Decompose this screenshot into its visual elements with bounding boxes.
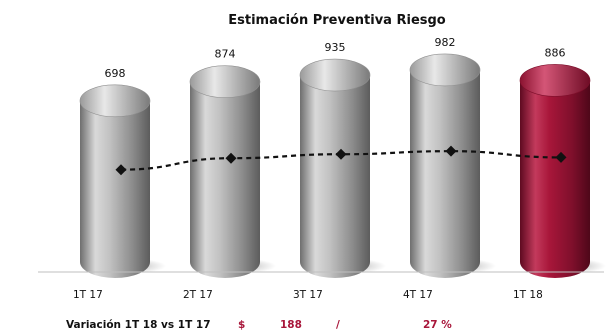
category-label-2: 2T 17 — [183, 289, 213, 301]
bar-body — [410, 69, 480, 279]
value-label-2: 874 — [215, 48, 236, 61]
category-label-3: 3T 17 — [293, 289, 323, 301]
value-label-3: 935 — [325, 41, 346, 54]
category-label-1: 1T 17 — [73, 289, 103, 301]
value-label-5: 886 — [545, 46, 566, 59]
bar-4 — [409, 53, 496, 279]
bar-body — [520, 80, 590, 279]
bar-3 — [299, 58, 386, 278]
category-labels-layer: 1T 17 2T 17 3T 17 4T 17 1T 18 — [73, 289, 543, 301]
trend-marker-1 — [115, 164, 127, 176]
bar-5 — [519, 64, 606, 279]
category-label-5: 1T 18 — [513, 289, 543, 301]
trend-marker-4 — [445, 145, 457, 157]
footer-currency-symbol: $ — [238, 319, 245, 330]
footer-amount: 188 — [280, 319, 302, 330]
footer-percent: 27 % — [423, 319, 452, 330]
value-label-1: 698 — [105, 67, 126, 80]
bar-top — [519, 64, 591, 97]
footer-separator: / — [336, 319, 340, 330]
value-labels-layer: 698 874 935 982 886 — [105, 36, 566, 80]
trend-marker-3 — [335, 148, 347, 160]
bar-1 — [79, 84, 166, 278]
value-label-4: 982 — [435, 36, 456, 49]
footer-variation: Variación 1T 18 vs 1T 17 $ 188 / 27 % — [66, 319, 452, 330]
trend-marker-2 — [225, 152, 237, 164]
bar-top — [409, 53, 481, 87]
bar-2 — [189, 65, 276, 279]
bar-top — [189, 65, 261, 98]
bar-body — [80, 100, 150, 278]
footer-label: Variación 1T 18 vs 1T 17 — [66, 319, 211, 330]
bar-top — [79, 84, 151, 118]
trend-line-layer — [115, 145, 567, 176]
bar-top — [299, 58, 371, 92]
bar-body — [300, 75, 370, 278]
chart-title: Estimación Preventiva Riesgo — [228, 13, 446, 28]
bar-body — [190, 81, 260, 279]
bars-layer — [79, 53, 606, 279]
category-label-4: 4T 17 — [403, 289, 433, 301]
trend-marker-5 — [555, 151, 567, 163]
